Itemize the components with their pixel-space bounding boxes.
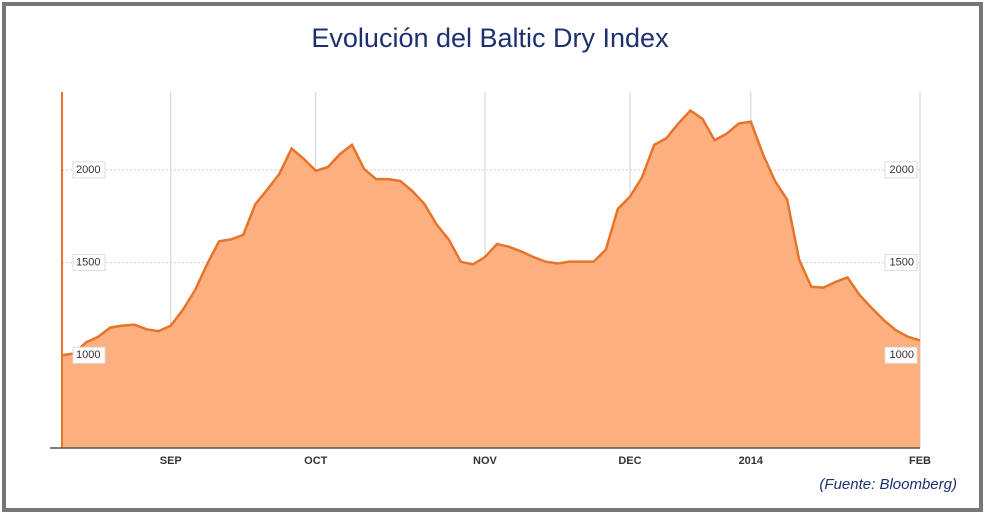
y-tick-label: 1500: [76, 256, 100, 268]
y-tick-label: 1000: [76, 349, 100, 361]
chart-title: Evolución del Baltic Dry Index: [311, 23, 669, 53]
y-tick-label: 2000: [76, 164, 100, 176]
x-tick-label: NOV: [473, 455, 498, 467]
tick-label-box: [72, 346, 106, 364]
x-tick-label: DEC: [618, 455, 641, 467]
y-tick-label: 2000: [890, 164, 914, 176]
area: [62, 110, 920, 449]
tick-label-box: [72, 161, 106, 179]
source: (Fuente: Bloomberg): [819, 476, 957, 493]
tick-label-box: [884, 254, 918, 272]
x-tick-label: 2014: [739, 455, 764, 467]
tick-label-box: [884, 346, 918, 364]
x-tick-label: SEP: [160, 455, 182, 467]
tick-label-box: [884, 161, 918, 179]
y-tick-label: 1500: [890, 256, 914, 268]
x-tick-label: FEB: [909, 455, 931, 467]
x-tick-label: OCT: [304, 455, 328, 467]
tick-label-box: [72, 254, 106, 272]
line: [61, 108, 921, 357]
y-tick-label: 1000: [890, 349, 914, 361]
